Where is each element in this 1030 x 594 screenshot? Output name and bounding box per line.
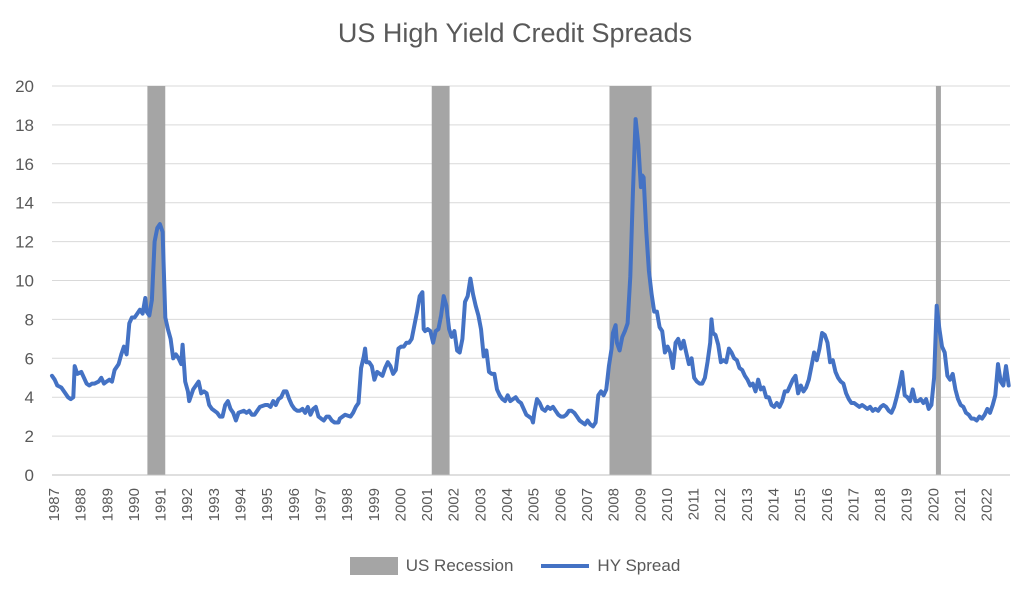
x-axis-ticks: 1987 1988 1989 1990 1991 1992 1993 1994 1995 1996… — [46, 488, 996, 521]
x-tick-label: 2002 — [446, 488, 463, 521]
x-tick-label: 2015 — [792, 488, 809, 521]
y-axis-ticks: 0 2 4 6 8 10 12 14 16 18 20 — [15, 77, 34, 485]
x-tick-label: 2022 — [979, 488, 996, 521]
recession-band-4 — [935, 86, 941, 475]
x-tick-label: 2017 — [845, 488, 862, 521]
x-tick-label: 1987 — [46, 488, 63, 521]
x-tick-label: 2003 — [472, 488, 489, 521]
y-tick-label: 10 — [15, 272, 34, 291]
x-tick-label: 1995 — [259, 488, 276, 521]
x-tick-label: 1994 — [233, 488, 250, 521]
x-tick-label: 1998 — [339, 488, 356, 521]
recession-band-2 — [431, 86, 450, 475]
y-tick-label: 0 — [25, 466, 34, 485]
x-tick-label: 2014 — [765, 488, 782, 521]
x-tick-label: 2018 — [872, 488, 889, 521]
y-tick-label: 2 — [25, 427, 34, 446]
x-tick-label: 2005 — [526, 488, 543, 521]
x-tick-label: 2004 — [499, 488, 516, 521]
y-tick-label: 8 — [25, 310, 34, 329]
legend: US Recession HY Spread — [0, 556, 1030, 576]
chart-title: US High Yield Credit Spreads — [337, 18, 693, 48]
x-tick-label: 2012 — [712, 488, 729, 521]
y-tick-label: 12 — [15, 233, 34, 252]
legend-label-recession: US Recession — [405, 556, 514, 575]
hy-spread-line — [50, 117, 1011, 429]
x-tick-label: 2019 — [899, 488, 916, 521]
x-tick-label: 2011 — [686, 488, 703, 520]
y-tick-label: 14 — [15, 194, 34, 213]
recession-band-1 — [147, 86, 166, 475]
x-tick-label: 1991 — [153, 488, 170, 521]
x-tick-label: 2006 — [552, 488, 569, 521]
x-tick-label: 1988 — [73, 488, 90, 521]
x-tick-label: 1990 — [126, 488, 143, 521]
y-tick-label: 18 — [15, 116, 34, 135]
y-tick-label: 4 — [25, 388, 34, 407]
legend-label-spread: HY Spread — [597, 556, 681, 575]
x-tick-label: 1996 — [286, 488, 303, 521]
x-tick-label: 1992 — [179, 488, 196, 521]
x-tick-label: 2021 — [952, 488, 969, 521]
x-tick-label: 2009 — [632, 488, 649, 521]
x-tick-label: 2007 — [579, 488, 596, 521]
gridlines — [52, 85, 1010, 437]
x-tick-label: 2020 — [925, 488, 942, 521]
x-tick-label: 2013 — [739, 488, 756, 521]
x-tick-label: 1999 — [366, 488, 383, 521]
y-tick-label: 6 — [25, 349, 34, 368]
x-tick-label: 2016 — [819, 488, 836, 521]
legend-item-spread: HY Spread — [541, 556, 680, 576]
x-tick-label: 2000 — [392, 488, 409, 521]
x-tick-label: 1989 — [99, 488, 116, 521]
spread-swatch — [541, 564, 590, 568]
x-tick-label: 2001 — [419, 488, 436, 521]
x-tick-label: 1997 — [312, 488, 329, 521]
recession-bands — [147, 86, 941, 475]
legend-item-recession: US Recession — [349, 556, 514, 576]
recession-swatch — [349, 557, 398, 575]
y-tick-label: 16 — [15, 155, 34, 174]
x-tick-label: 1993 — [206, 488, 223, 521]
y-tick-label: 20 — [15, 77, 34, 96]
x-tick-label: 2010 — [659, 488, 676, 521]
x-tick-label: 2008 — [606, 488, 623, 521]
